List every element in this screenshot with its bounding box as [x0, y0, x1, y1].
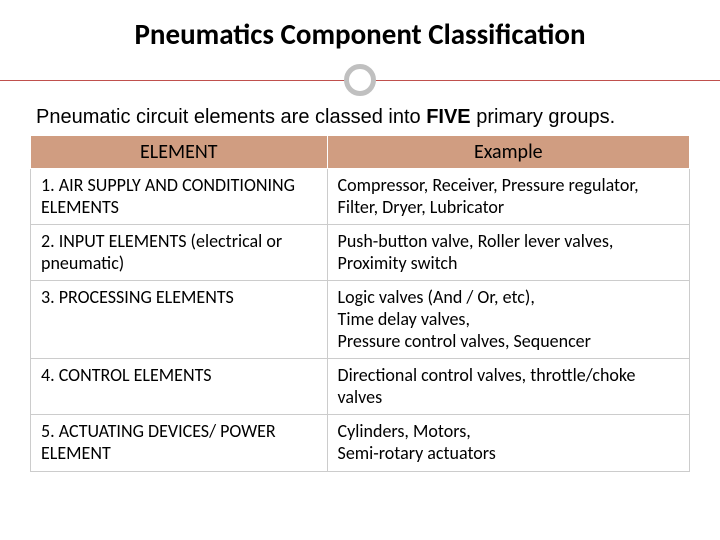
table-cell-example: Push-button valve, Roller lever valves, …	[327, 225, 689, 281]
table-cell-element: 3. PROCESSING ELEMENTS	[31, 281, 328, 359]
table-row: 4. CONTROL ELEMENTS Directional control …	[31, 359, 690, 415]
subtitle: Pneumatic circuit elements are classed i…	[30, 106, 690, 129]
table-header-row: ELEMENT Example	[31, 136, 690, 169]
subtitle-suffix: primary groups.	[471, 106, 616, 128]
slide: Pneumatics Component Classification Pneu…	[0, 0, 720, 540]
table-cell-element: 1. AIR SUPPLY AND CONDITIONING ELEMENTS	[31, 169, 328, 225]
table-cell-element: 4. CONTROL ELEMENTS	[31, 359, 328, 415]
table-row: 1. AIR SUPPLY AND CONDITIONING ELEMENTS …	[31, 169, 690, 225]
subtitle-bold: FIVE	[426, 106, 470, 128]
table-row: 5. ACTUATING DEVICES/ POWER ELEMENT Cyli…	[31, 415, 690, 471]
table-cell-example: Compressor, Receiver, Pressure regulator…	[327, 169, 689, 225]
table-cell-element: 5. ACTUATING DEVICES/ POWER ELEMENT	[31, 415, 328, 471]
table-row: 3. PROCESSING ELEMENTS Logic valves (And…	[31, 281, 690, 359]
table-cell-example: Logic valves (And / Or, etc),Time delay …	[327, 281, 689, 359]
table-header-example: Example	[327, 136, 689, 169]
divider	[30, 60, 690, 100]
page-title: Pneumatics Component Classification	[30, 16, 690, 52]
divider-circle-icon	[344, 64, 376, 96]
table-header-element: ELEMENT	[31, 136, 328, 169]
subtitle-prefix: Pneumatic circuit elements are classed i…	[36, 106, 426, 128]
table-cell-element: 2. INPUT ELEMENTS (electrical or pneumat…	[31, 225, 328, 281]
table-row: 2. INPUT ELEMENTS (electrical or pneumat…	[31, 225, 690, 281]
table-cell-example: Cylinders, Motors,Semi-rotary actuators	[327, 415, 689, 471]
table-cell-example: Directional control valves, throttle/cho…	[327, 359, 689, 415]
classification-table: ELEMENT Example 1. AIR SUPPLY AND CONDIT…	[30, 135, 690, 472]
